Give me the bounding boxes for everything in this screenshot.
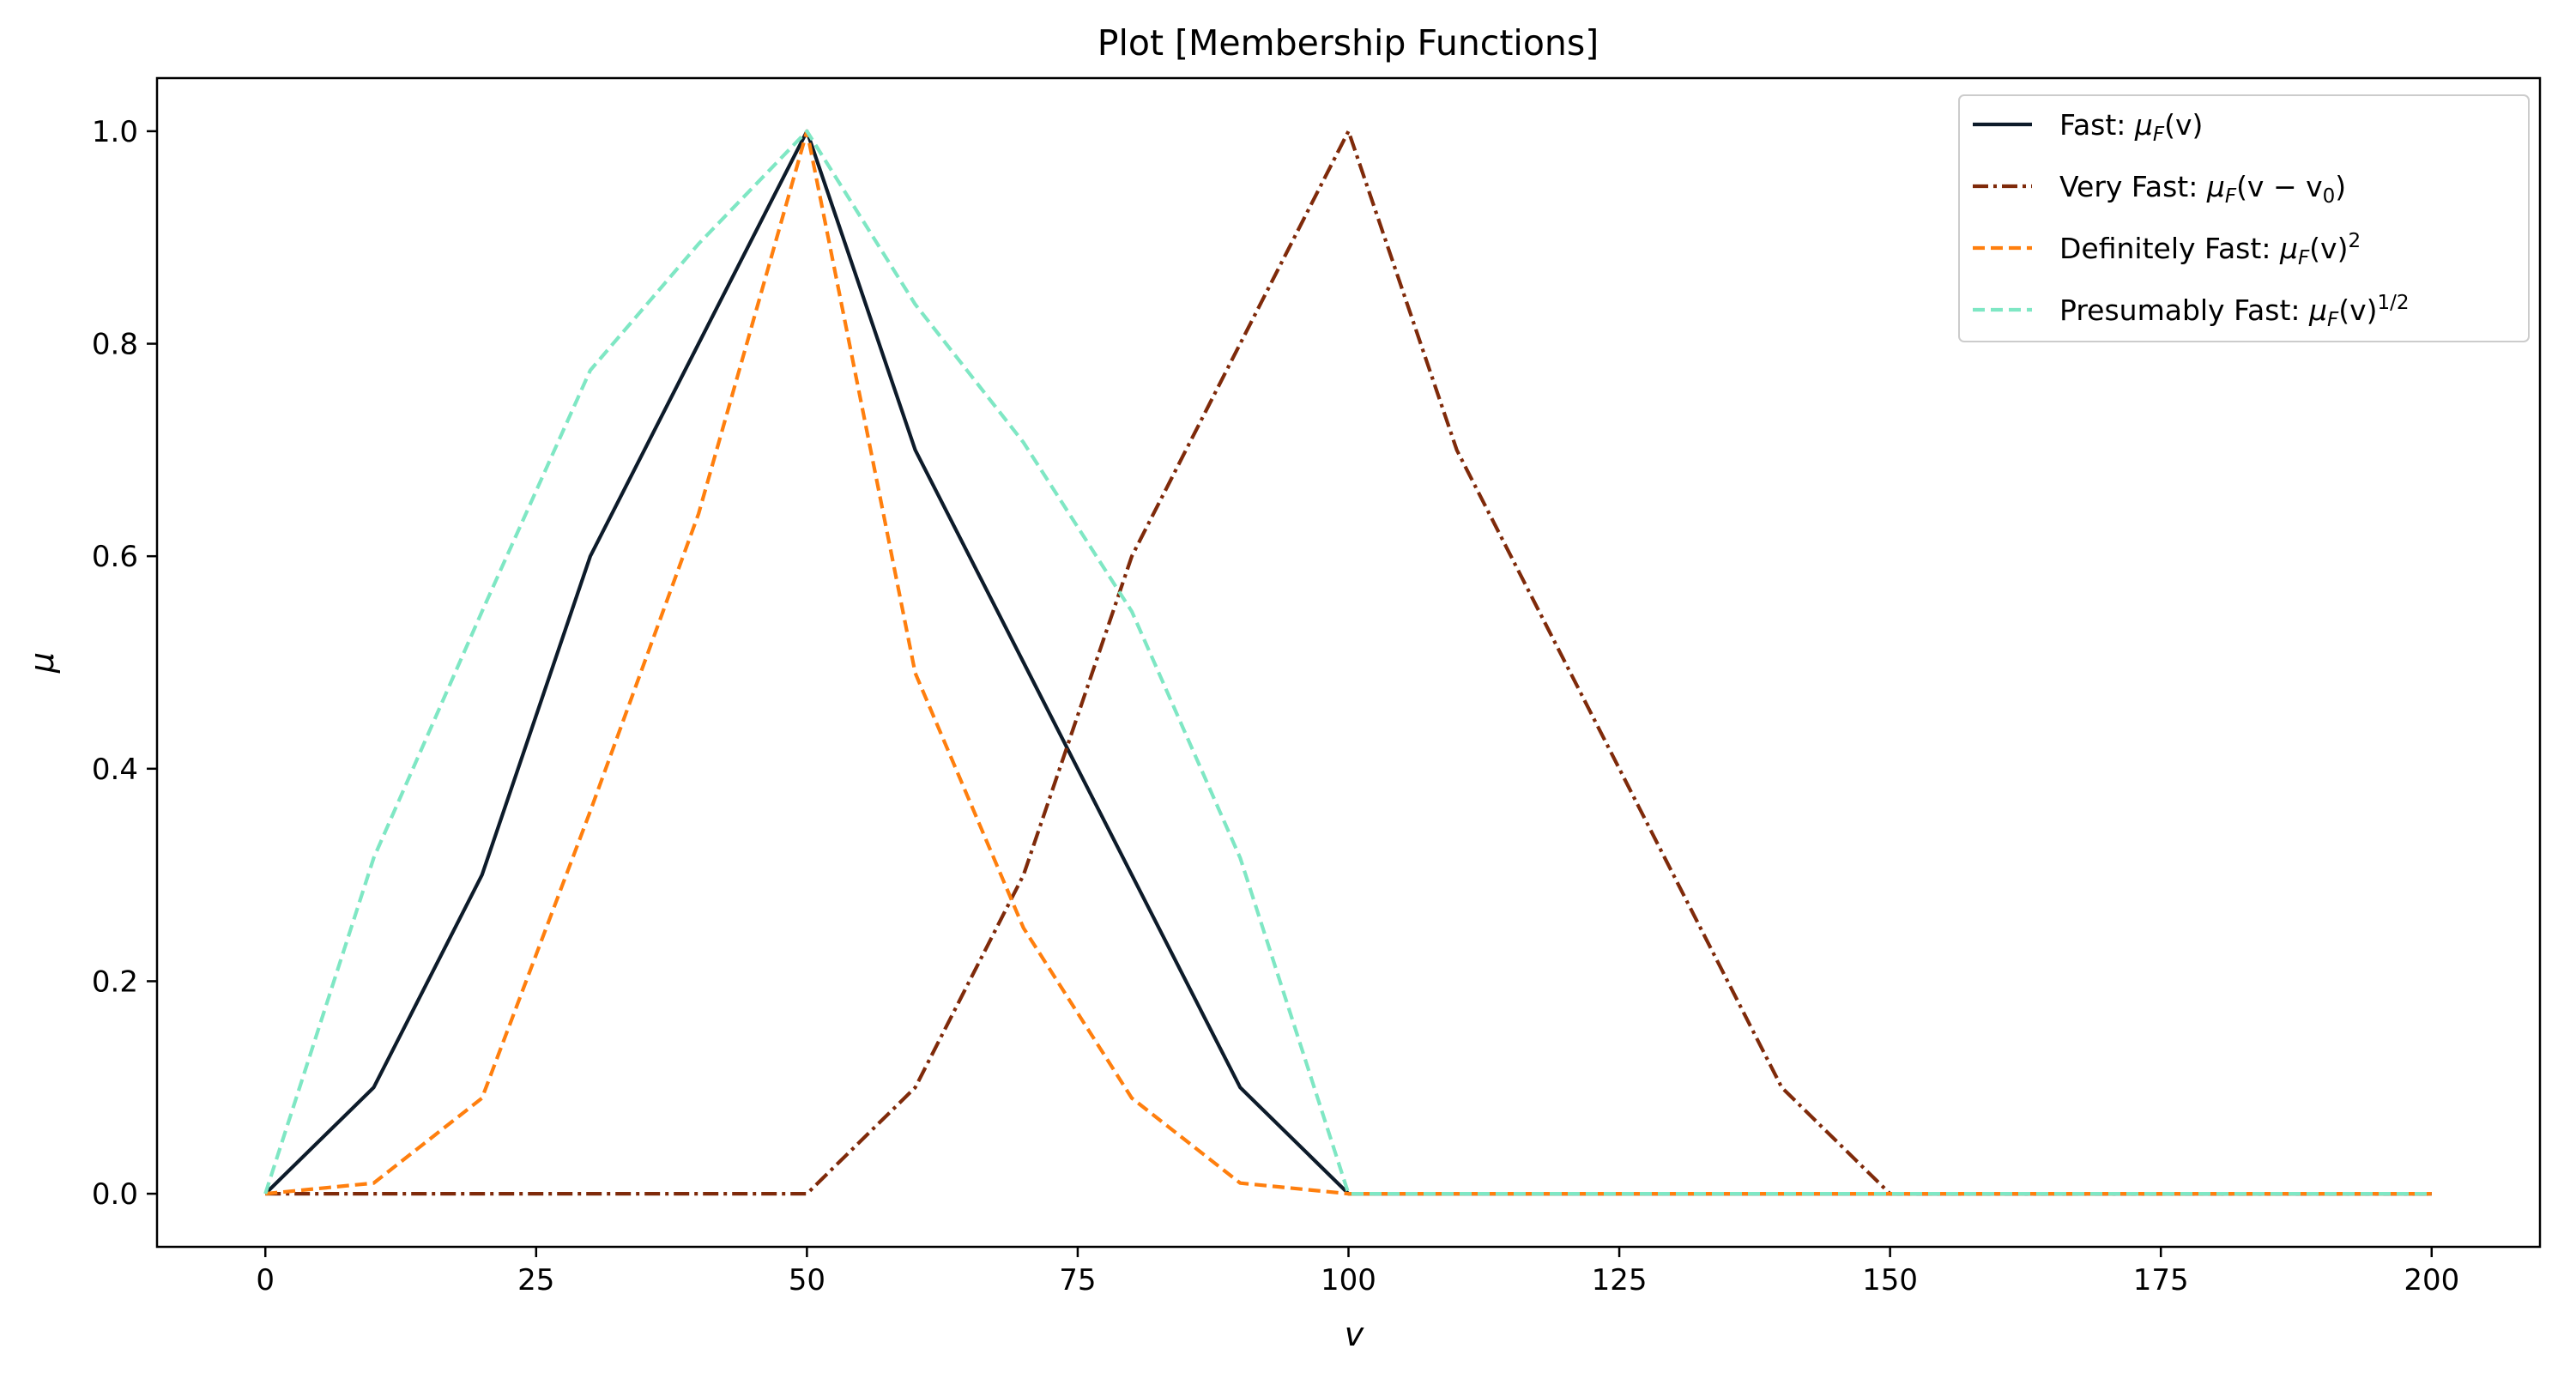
x-tick-label: 0 xyxy=(256,1263,275,1297)
y-axis-label: μ xyxy=(23,652,61,674)
series-line-3 xyxy=(264,129,2432,1196)
legend: Fast: μF(v) Very Fast: μF(v − v0) Definite… xyxy=(1958,94,2530,342)
y-tick-label: 0.0 xyxy=(92,1177,138,1212)
series-layer xyxy=(263,129,2432,1196)
y-tick-label: 0.4 xyxy=(92,753,138,787)
x-tick-label: 200 xyxy=(2404,1263,2459,1297)
series-line-4 xyxy=(263,129,2432,1196)
y-tick-label: 0.2 xyxy=(92,965,138,999)
legend-label-1: Fast: μF(v) xyxy=(2059,108,2203,146)
y-axis-ticks: 0.0 0.2 0.4 0.6 0.8 1.0 xyxy=(92,115,157,1212)
y-tick-label: 1.0 xyxy=(92,115,138,149)
legend-label-2: Very Fast: μF(v − v0) xyxy=(2059,170,2346,208)
x-axis-label: v xyxy=(1345,1315,1364,1353)
x-tick-label: 175 xyxy=(2133,1263,2189,1297)
legend-label-3: Definitely Fast: μF(v)2 xyxy=(2059,230,2361,269)
chart-title: Plot [Membership Functions] xyxy=(1098,22,1599,64)
x-tick-label: 150 xyxy=(1862,1263,1918,1297)
legend-label-4: Presumably Fast: μF(v)1/2 xyxy=(2059,292,2410,331)
y-tick-label: 0.8 xyxy=(92,328,138,362)
x-axis-ticks: 0 25 50 75 100 125 150 175 200 xyxy=(256,1247,2459,1297)
x-tick-label: 25 xyxy=(517,1263,554,1297)
x-tick-label: 100 xyxy=(1321,1263,1376,1297)
legend-box xyxy=(1958,94,2530,342)
x-tick-label: 125 xyxy=(1592,1263,1648,1297)
y-tick-label: 0.6 xyxy=(92,540,138,574)
x-tick-label: 75 xyxy=(1059,1263,1096,1297)
x-tick-label: 50 xyxy=(789,1263,825,1297)
